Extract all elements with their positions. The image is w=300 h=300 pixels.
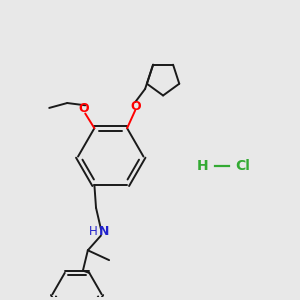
- Text: H: H: [89, 225, 98, 238]
- Text: N: N: [99, 225, 110, 238]
- Text: Cl: Cl: [235, 159, 250, 173]
- Text: H: H: [196, 159, 208, 173]
- Text: O: O: [78, 102, 89, 115]
- Text: O: O: [130, 100, 141, 113]
